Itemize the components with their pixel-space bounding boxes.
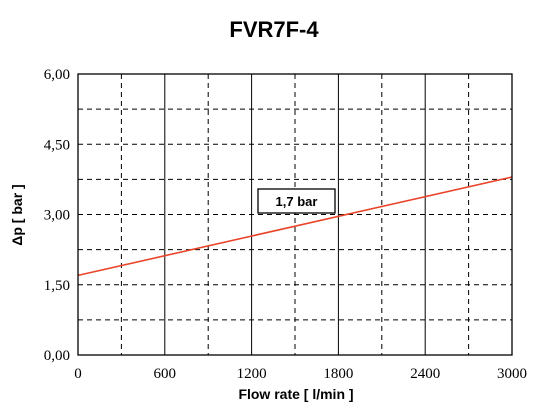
y-axis-label: Δp [ bar ] [9,184,25,245]
series-line-0 [77,176,513,277]
y-tick-label: 3,00 [44,208,70,224]
annotation-frame [257,188,336,214]
plot-area-frame [77,73,513,356]
x-axis-ticks: 0 600 1200 1800 2400 3000 [74,366,527,382]
grid [78,74,512,355]
y-tick-label: 1,50 [44,278,70,294]
x-axis-label: Flow rate [ l/min ] [238,386,353,402]
x-tick-label: 0 [74,366,82,382]
x-tick-label: 3000 [497,366,527,382]
annotation-box: 1,7 bar [257,188,336,214]
x-tick-label: 1200 [237,366,267,382]
y-axis-ticks: 0,00 1,50 3,00 4,50 6,00 [44,67,70,364]
series-layer [77,176,513,277]
y-tick-label: 4,50 [44,137,70,153]
y-tick-label: 6,00 [44,67,70,83]
annotation-label: 1,7 bar [276,194,318,209]
chart-title: FVR7F-4 [229,17,319,42]
x-tick-label: 600 [154,366,177,382]
x-tick-label: 2400 [410,366,440,382]
y-tick-label: 0,00 [44,348,70,364]
x-tick-label: 1800 [323,366,353,382]
